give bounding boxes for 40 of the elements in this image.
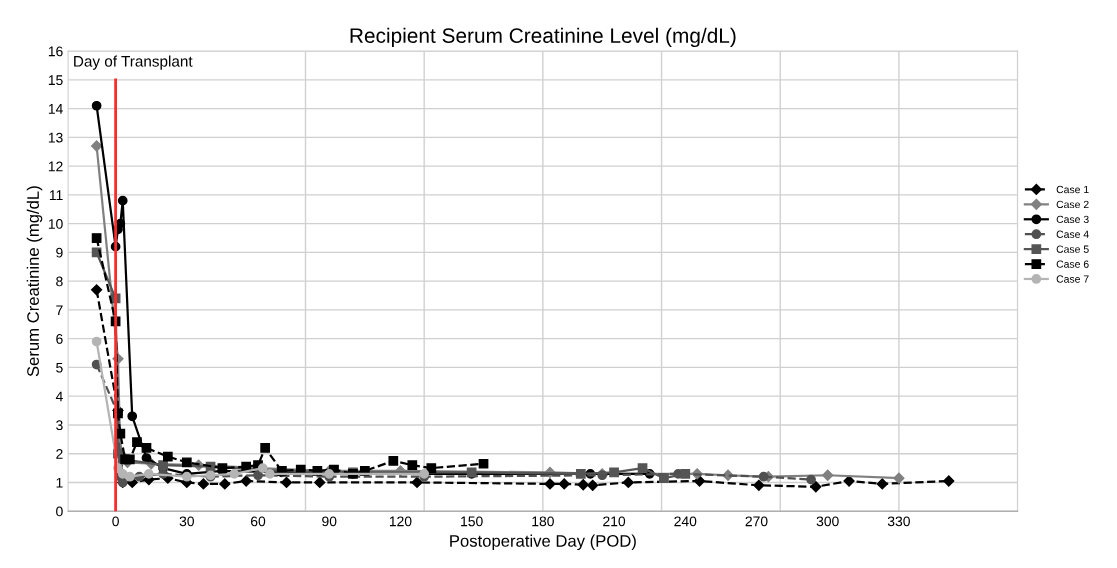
x-tick-label: 180 xyxy=(532,516,554,527)
y-tick-label: 2 xyxy=(56,449,63,459)
x-tick-label: 330 xyxy=(887,516,910,527)
y-tick-label: 3 xyxy=(56,420,63,431)
y-axis-title: Serum Creatinine (mg/dL) xyxy=(26,186,43,377)
y-tick-label: 1 xyxy=(56,477,63,488)
x-tick-label: 120 xyxy=(389,516,412,527)
legend-label: Case 6 xyxy=(1056,260,1089,268)
x-tick-label: 270 xyxy=(745,516,768,527)
legend-label: Case 4 xyxy=(1056,230,1089,238)
legend-label: Case 5 xyxy=(1056,245,1089,253)
y-tick-label: 14 xyxy=(48,104,63,114)
x-axis-title: Postoperative Day (POD) xyxy=(450,534,636,551)
y-tick-label: 8 xyxy=(56,276,63,287)
x-tick-label: 90 xyxy=(322,516,337,527)
legend-label: Case 3 xyxy=(1056,215,1089,224)
y-tick-label: 16 xyxy=(48,46,63,57)
y-tick-label: 0 xyxy=(56,506,63,517)
x-tick-label: 210 xyxy=(603,516,626,527)
x-tick-label: 300 xyxy=(816,516,839,527)
legend-label: Case 1 xyxy=(1056,185,1089,194)
y-tick-label: 13 xyxy=(48,132,63,143)
legend-label: Case 7 xyxy=(1056,275,1089,283)
x-tick-label: 150 xyxy=(461,516,483,527)
y-tick-label: 10 xyxy=(48,218,63,229)
legend-label: Case 2 xyxy=(1056,200,1089,209)
y-tick-label: 12 xyxy=(48,161,63,172)
y-tick-label: 4 xyxy=(55,391,63,402)
y-tick-label: 15 xyxy=(48,75,63,86)
x-tick-label: 30 xyxy=(179,516,194,527)
y-tick-label: 6 xyxy=(56,334,63,344)
y-tick-label: 9 xyxy=(56,247,63,258)
x-tick-label: 0 xyxy=(112,516,119,527)
x-tick-label: 60 xyxy=(251,516,266,527)
x-tick-label: 240 xyxy=(674,516,697,527)
y-tick-label: 11 xyxy=(49,190,63,200)
y-tick-label: 7 xyxy=(56,305,63,315)
ref-line-label: Day of Transplant xyxy=(74,55,193,70)
chart-title: Recipient Serum Creatinine Level (mg/dL) xyxy=(350,27,736,48)
y-tick-label: 5 xyxy=(56,362,63,373)
